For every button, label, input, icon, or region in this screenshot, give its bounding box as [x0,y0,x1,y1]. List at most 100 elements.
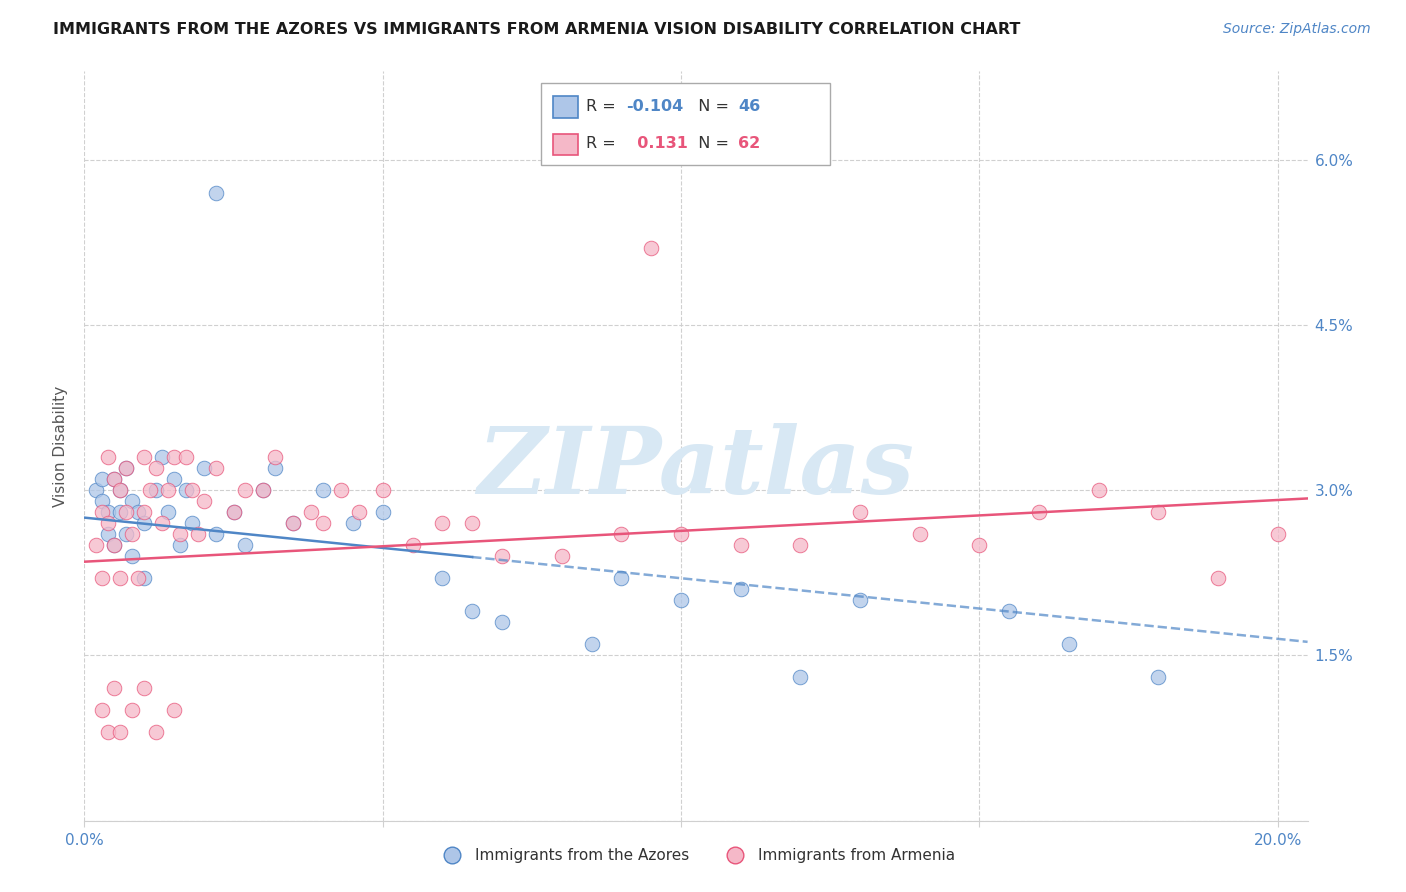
Point [204,186,226,200]
Point [97,450,120,464]
Point [97,516,120,530]
Point [108,571,131,585]
Point [180,516,202,530]
Point [84,538,107,552]
Point [103,472,125,486]
Point [115,461,138,475]
Point [1147,670,1170,684]
Point [103,538,125,552]
Point [235,483,257,497]
Point [491,615,513,630]
Point [193,461,215,475]
Text: ZIPatlas: ZIPatlas [478,424,914,514]
Point [115,527,138,541]
Point [193,494,215,508]
Point [174,450,197,464]
Point [789,670,811,684]
Point [312,516,335,530]
Point [97,725,120,739]
Point [849,593,872,607]
Point [1028,505,1050,519]
Point [1087,483,1109,497]
Point [1057,637,1080,651]
Point [730,538,752,552]
Point [252,483,274,497]
Point [998,604,1021,618]
Point [115,461,138,475]
Point [139,483,162,497]
Point [252,483,274,497]
Point [97,527,120,541]
Point [432,571,454,585]
Point [121,703,143,717]
Point [610,527,633,541]
Point [204,461,226,475]
Point [156,483,179,497]
Point [127,571,149,585]
Point [108,505,131,519]
Legend: Immigrants from the Azores, Immigrants from Armenia: Immigrants from the Azores, Immigrants f… [430,842,962,869]
Y-axis label: Vision Disability: Vision Disability [52,385,67,507]
Text: 62: 62 [738,136,761,152]
Point [669,527,692,541]
Point [342,516,364,530]
Point [491,549,513,564]
Point [347,505,370,519]
Point [264,461,287,475]
Point [163,450,186,464]
Point [150,450,173,464]
Text: N =: N = [688,99,734,114]
Point [551,549,574,564]
Point [132,681,155,696]
Point [156,505,179,519]
Point [371,505,394,519]
Point [97,505,120,519]
Point [174,483,197,497]
Point [299,505,322,519]
Point [108,483,131,497]
Point [163,472,186,486]
Point [169,527,191,541]
Point [145,461,167,475]
Point [132,505,155,519]
Point [121,549,143,564]
Point [669,593,692,607]
Point [91,703,114,717]
Point [283,516,305,530]
Point [121,494,143,508]
Text: 46: 46 [738,99,761,114]
Text: -0.104: -0.104 [626,99,683,114]
Point [132,571,155,585]
Text: R =: R = [586,136,621,152]
Point [461,604,484,618]
Point [610,571,633,585]
Point [461,516,484,530]
Text: IMMIGRANTS FROM THE AZORES VS IMMIGRANTS FROM ARMENIA VISION DISABILITY CORRELAT: IMMIGRANTS FROM THE AZORES VS IMMIGRANTS… [53,22,1021,37]
Point [640,241,662,255]
Point [91,571,114,585]
Point [222,505,245,519]
Point [401,538,423,552]
Point [432,516,454,530]
Point [84,483,107,497]
Point [329,483,352,497]
Point [121,527,143,541]
Point [235,538,257,552]
Point [103,538,125,552]
Point [103,472,125,486]
Point [132,450,155,464]
Point [150,516,173,530]
Point [91,472,114,486]
Point [312,483,335,497]
Point [371,483,394,497]
Point [1147,505,1170,519]
Point [108,725,131,739]
Point [180,483,202,497]
Point [145,483,167,497]
Point [849,505,872,519]
Point [264,450,287,464]
Point [127,505,149,519]
Point [91,494,114,508]
Point [283,516,305,530]
Point [1206,571,1229,585]
